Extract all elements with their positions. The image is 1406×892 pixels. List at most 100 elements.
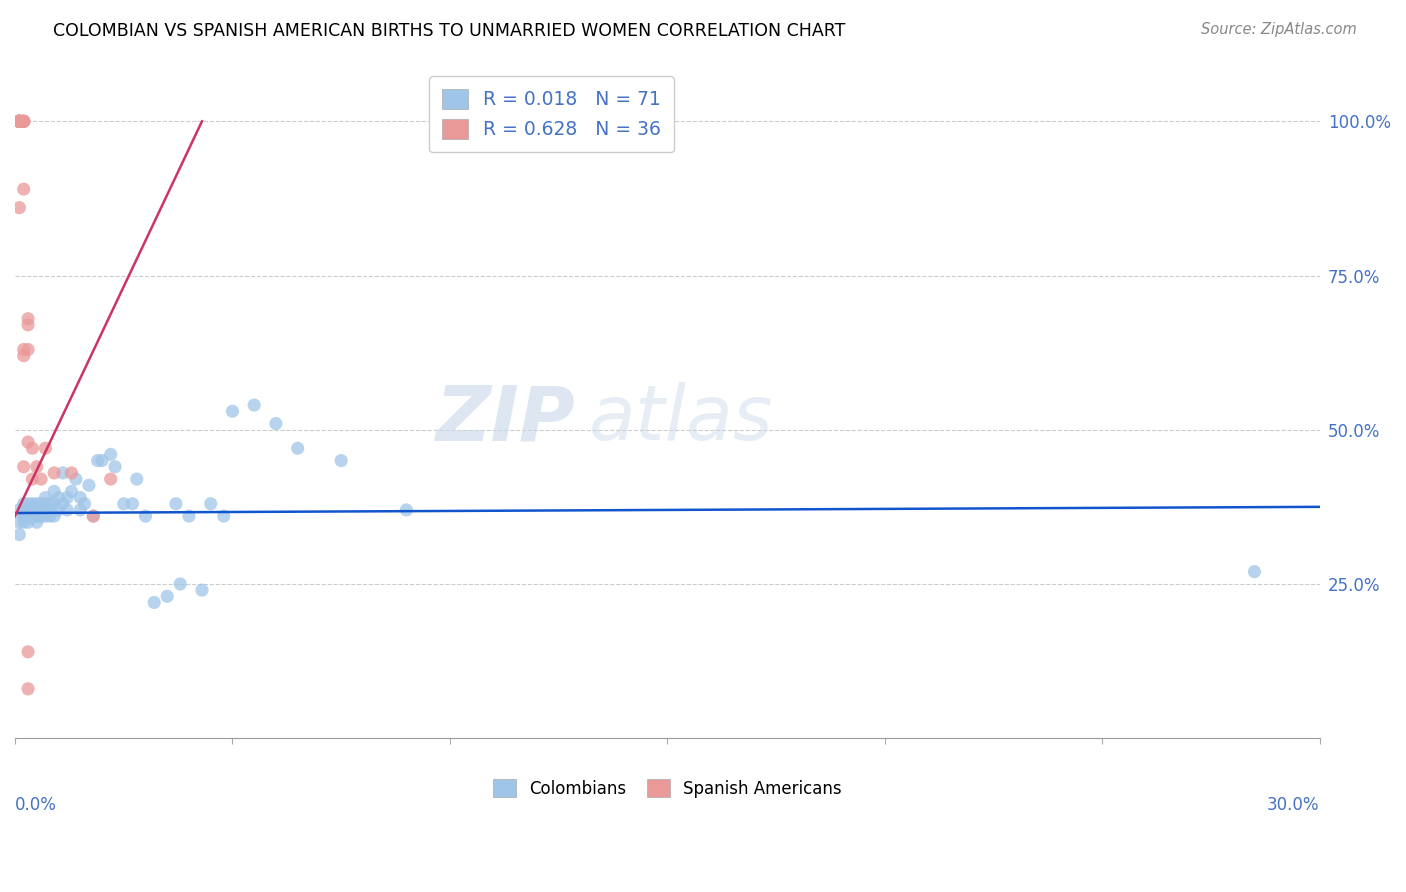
Point bbox=[100, 472, 122, 486]
Point bbox=[100, 447, 122, 461]
Point bbox=[8, 527, 31, 541]
Point bbox=[21, 509, 44, 524]
Point bbox=[13, 503, 35, 517]
Point bbox=[125, 472, 148, 486]
Point bbox=[200, 497, 222, 511]
Point bbox=[21, 509, 44, 524]
Text: ZIP: ZIP bbox=[436, 383, 576, 456]
Point bbox=[104, 459, 127, 474]
Text: atlas: atlas bbox=[589, 383, 773, 456]
Point bbox=[8, 114, 31, 128]
Point bbox=[13, 343, 35, 357]
Point bbox=[30, 497, 52, 511]
Point bbox=[143, 595, 166, 609]
Point bbox=[8, 114, 31, 128]
Point bbox=[156, 589, 179, 603]
Point bbox=[69, 491, 91, 505]
Point bbox=[1243, 565, 1265, 579]
Point bbox=[212, 509, 235, 524]
Point bbox=[8, 114, 31, 128]
Point bbox=[8, 114, 31, 128]
Point bbox=[21, 503, 44, 517]
Point bbox=[44, 484, 66, 499]
Point bbox=[17, 509, 39, 524]
Point bbox=[69, 503, 91, 517]
Point bbox=[21, 442, 44, 456]
Point bbox=[73, 497, 96, 511]
Point bbox=[52, 497, 75, 511]
Point bbox=[13, 459, 35, 474]
Point bbox=[52, 466, 75, 480]
Point bbox=[56, 491, 79, 505]
Point bbox=[8, 114, 31, 128]
Point bbox=[82, 509, 104, 524]
Point bbox=[21, 472, 44, 486]
Point bbox=[30, 503, 52, 517]
Point bbox=[17, 311, 39, 326]
Point bbox=[13, 114, 35, 128]
Point bbox=[25, 497, 48, 511]
Point bbox=[395, 503, 418, 517]
Point bbox=[8, 114, 31, 128]
Point bbox=[13, 114, 35, 128]
Point bbox=[8, 114, 31, 128]
Point bbox=[60, 484, 83, 499]
Point bbox=[165, 497, 187, 511]
Point bbox=[34, 497, 56, 511]
Point bbox=[8, 114, 31, 128]
Text: Source: ZipAtlas.com: Source: ZipAtlas.com bbox=[1201, 22, 1357, 37]
Point bbox=[44, 466, 66, 480]
Text: 0.0%: 0.0% bbox=[15, 796, 56, 814]
Point bbox=[44, 497, 66, 511]
Point bbox=[169, 577, 191, 591]
Point bbox=[65, 472, 87, 486]
Point bbox=[82, 509, 104, 524]
Legend: Colombians, Spanish Americans: Colombians, Spanish Americans bbox=[486, 772, 849, 805]
Point bbox=[34, 503, 56, 517]
Point bbox=[13, 509, 35, 524]
Point bbox=[30, 509, 52, 524]
Point bbox=[8, 114, 31, 128]
Point bbox=[34, 442, 56, 456]
Point bbox=[13, 182, 35, 196]
Point bbox=[17, 516, 39, 530]
Point bbox=[17, 503, 39, 517]
Point bbox=[25, 509, 48, 524]
Point bbox=[60, 466, 83, 480]
Point bbox=[17, 343, 39, 357]
Point bbox=[38, 497, 60, 511]
Point bbox=[8, 114, 31, 128]
Point bbox=[13, 114, 35, 128]
Point bbox=[56, 503, 79, 517]
Point bbox=[17, 497, 39, 511]
Point bbox=[91, 453, 114, 467]
Point bbox=[13, 516, 35, 530]
Point bbox=[86, 453, 108, 467]
Point bbox=[8, 503, 31, 517]
Point bbox=[17, 509, 39, 524]
Point bbox=[48, 503, 70, 517]
Point bbox=[77, 478, 100, 492]
Point bbox=[13, 114, 35, 128]
Point bbox=[34, 509, 56, 524]
Text: 30.0%: 30.0% bbox=[1267, 796, 1320, 814]
Point bbox=[112, 497, 135, 511]
Point bbox=[25, 516, 48, 530]
Point bbox=[25, 509, 48, 524]
Point bbox=[13, 497, 35, 511]
Point bbox=[48, 491, 70, 505]
Point bbox=[30, 472, 52, 486]
Point bbox=[13, 349, 35, 363]
Point bbox=[17, 681, 39, 696]
Point bbox=[121, 497, 143, 511]
Point bbox=[191, 583, 214, 598]
Point bbox=[38, 509, 60, 524]
Point bbox=[38, 503, 60, 517]
Point bbox=[221, 404, 243, 418]
Point bbox=[17, 645, 39, 659]
Point bbox=[264, 417, 287, 431]
Point bbox=[30, 509, 52, 524]
Point bbox=[44, 509, 66, 524]
Point bbox=[243, 398, 266, 412]
Text: COLOMBIAN VS SPANISH AMERICAN BIRTHS TO UNMARRIED WOMEN CORRELATION CHART: COLOMBIAN VS SPANISH AMERICAN BIRTHS TO … bbox=[53, 22, 846, 40]
